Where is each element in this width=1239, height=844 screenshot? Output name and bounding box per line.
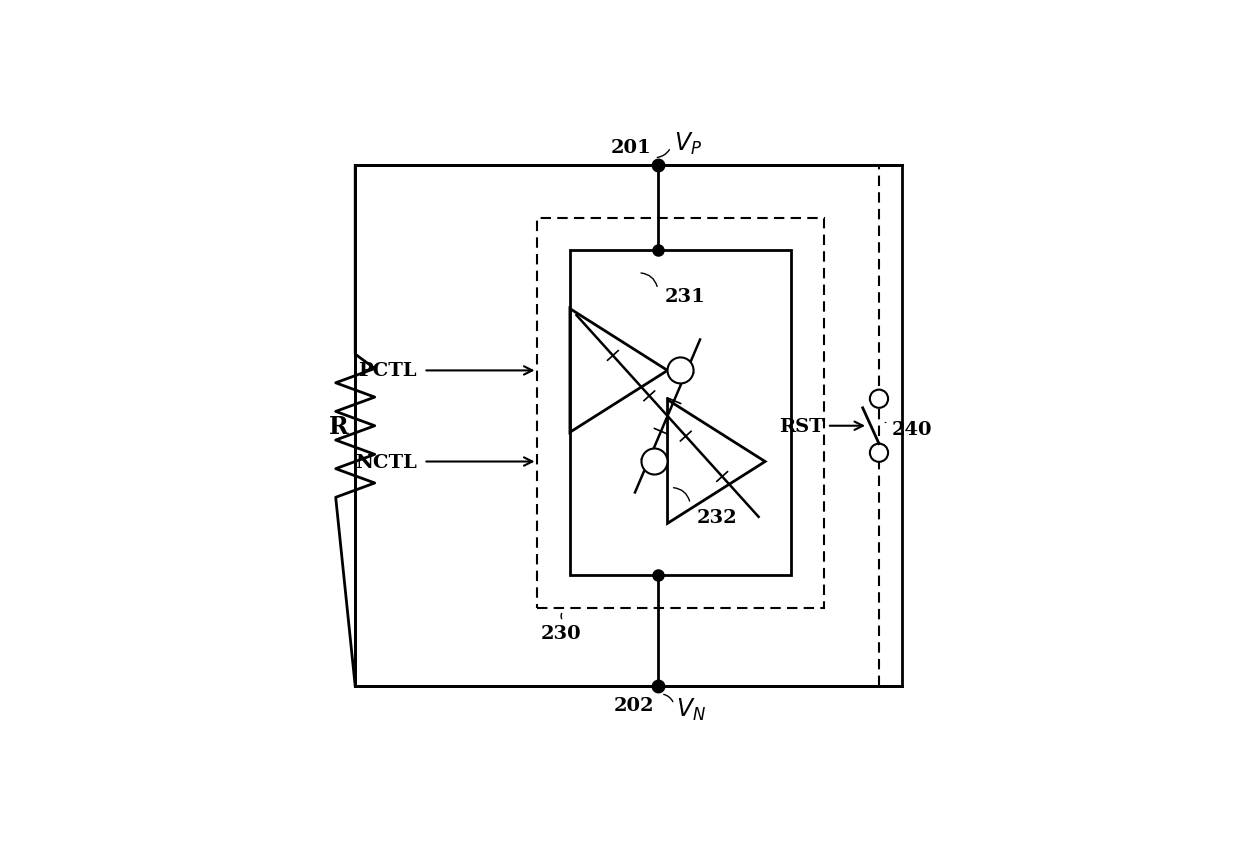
Text: 202: 202 [615, 696, 654, 714]
Circle shape [870, 390, 888, 408]
Text: 231: 231 [664, 287, 705, 306]
Bar [356, 166, 902, 686]
Text: 201: 201 [611, 138, 652, 156]
Text: 230: 230 [540, 625, 581, 642]
Text: $V_N$: $V_N$ [676, 696, 706, 722]
Bar [570, 251, 792, 576]
Text: PCTL: PCTL [358, 362, 418, 380]
Text: $V_P$: $V_P$ [674, 130, 703, 156]
Text: 232: 232 [696, 508, 737, 526]
Text: R: R [330, 414, 348, 438]
Text: RST: RST [779, 417, 824, 436]
Text: NCTL: NCTL [356, 453, 418, 471]
Text: 240: 240 [892, 420, 933, 439]
Circle shape [870, 444, 888, 463]
Circle shape [642, 449, 668, 475]
Bar [538, 219, 824, 609]
Circle shape [668, 358, 694, 384]
